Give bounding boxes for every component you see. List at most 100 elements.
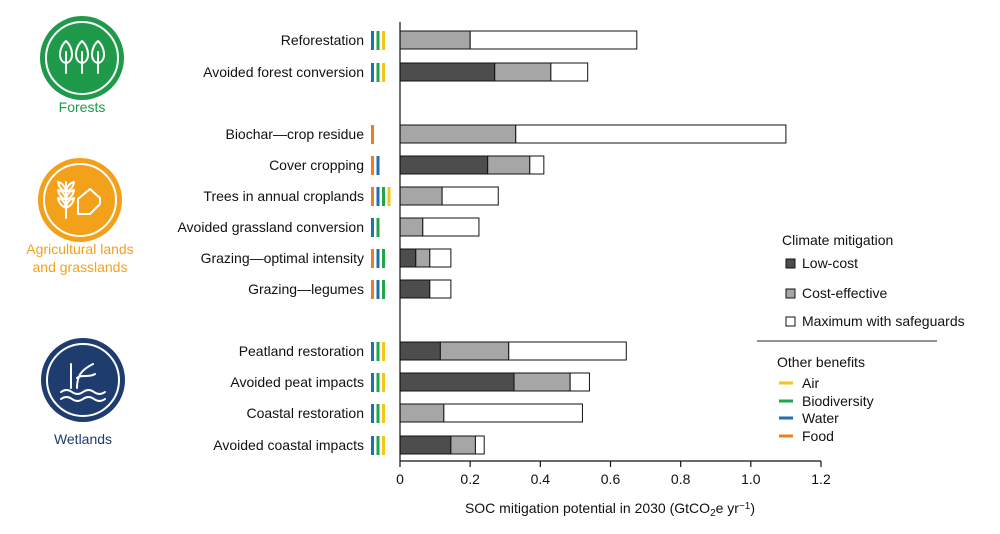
category-label-grazing-legumes: Grazing—legumes (248, 281, 364, 297)
section-wetlands: Wetlands (41, 338, 125, 447)
bar-low-cost-avoided-forest-conversion (399, 62, 496, 82)
legend-swatch-maximum-with-safeguards (785, 316, 796, 327)
category-label-avoided-grassland-conversion: Avoided grassland conversion (177, 219, 364, 235)
benefit-mark-avoided-forest-conversion-water (371, 63, 374, 82)
x-axis-label-part-0: SOC mitigation potential in 2030 (GtCO (465, 500, 710, 516)
benefit-mark-avoided-coastal-impacts-air (382, 436, 385, 455)
bar-cost-effective-biochar-crop-residue (399, 124, 517, 144)
section-label-line-0: Agricultural lands (26, 241, 133, 257)
category-label-coastal-restoration: Coastal restoration (246, 405, 364, 421)
wheat-grain-right-0 (65, 181, 75, 193)
bar-cost-effective-avoided-peat-impacts (513, 372, 571, 392)
benefit-mark-coastal-restoration-air (382, 404, 385, 423)
category-label-avoided-coastal-impacts: Avoided coastal impacts (213, 437, 364, 453)
bar-low-cost-avoided-peat-impacts (399, 372, 515, 392)
legend-label-water: Water (802, 410, 839, 426)
benefit-mark-grazing-optimal-intensity-biodiversity (382, 249, 385, 268)
bar-cost-effective-avoided-coastal-impacts (450, 435, 476, 455)
x-axis-label-part-3: −1 (739, 501, 751, 512)
category-label-avoided-peat-impacts: Avoided peat impacts (230, 374, 364, 390)
x-axis-label-part-4: ) (750, 500, 755, 516)
benefit-mark-cover-cropping-food (371, 156, 374, 175)
field-shape (77, 188, 101, 215)
benefit-mark-avoided-peat-impacts-biodiversity (376, 373, 380, 392)
section-forests: Forests (40, 16, 124, 115)
benefit-mark-grazing-legumes-food (371, 280, 374, 299)
legend-label-biodiversity: Biodiversity (802, 393, 874, 409)
category-label-peatland-restoration: Peatland restoration (239, 343, 364, 359)
wheat-grain-left-0 (57, 181, 67, 193)
bar-cost-effective-cover-cropping (487, 155, 531, 175)
legend-label-cost-effective: Cost-effective (802, 285, 888, 301)
benefit-mark-avoided-coastal-impacts-water (371, 436, 374, 455)
section-badge-ring (43, 163, 117, 237)
benefit-mark-reforestation-biodiversity (376, 31, 380, 50)
benefit-mark-coastal-restoration-water (371, 404, 374, 423)
benefit-mark-reforestation-water (371, 31, 374, 50)
bar-maximum-avoided-peat-impacts (569, 372, 590, 392)
bar-cost-effective-reforestation (399, 30, 471, 50)
section-label-line-0: Forests (59, 99, 106, 115)
bar-low-cost-peatland-restoration (399, 341, 441, 361)
bar-maximum-peatland-restoration (508, 341, 627, 361)
legend-label-food: Food (802, 428, 834, 444)
x-tick-label-0: 0 (396, 471, 404, 487)
benefit-mark-grazing-optimal-intensity-water (376, 249, 380, 268)
bar-low-cost-grazing-optimal-intensity (399, 248, 417, 268)
legend-swatch-cost-effective (785, 288, 796, 299)
bar-cost-effective-grazing-optimal-intensity (415, 248, 431, 268)
benefit-mark-grazing-optimal-intensity-food (371, 249, 374, 268)
x-axis-label: SOC mitigation potential in 2030 (GtCO2e… (465, 500, 755, 519)
benefit-mark-peatland-restoration-air (382, 342, 385, 361)
section-badge-outer (41, 338, 125, 422)
legend-swatch-low-cost (785, 258, 796, 269)
bar-maximum-biochar-crop-residue (515, 124, 787, 144)
wheat-grain-left-1 (57, 189, 67, 201)
wave-1 (60, 396, 106, 402)
section-badge-outer (38, 158, 122, 242)
category-label-cover-cropping: Cover cropping (269, 157, 364, 173)
bar-maximum-avoided-grassland-conversion (422, 217, 480, 237)
bar-cost-effective-coastal-restoration (399, 403, 445, 423)
bar-cost-effective-trees-in-annual-croplands (399, 186, 443, 206)
bar-maximum-grazing-legumes (429, 279, 452, 299)
x-axis-label-part-1: 2 (710, 508, 716, 519)
x-tick-label-1: 0.2 (460, 471, 480, 487)
benefit-mark-avoided-grassland-conversion-biodiversity (376, 218, 380, 237)
bar-cost-effective-avoided-forest-conversion (494, 62, 552, 82)
category-label-reforestation: Reforestation (281, 32, 364, 48)
section-agricultural-lands-and-grasslands: Agricultural lands and grasslands (26, 158, 134, 275)
benefit-mark-coastal-restoration-biodiversity (376, 404, 380, 423)
bar-maximum-trees-in-annual-croplands (441, 186, 499, 206)
benefit-mark-avoided-grassland-conversion-water (371, 218, 374, 237)
benefit-mark-grazing-legumes-water (376, 280, 380, 299)
benefit-mark-cover-cropping-water (376, 156, 380, 175)
section-badge-ring (46, 343, 120, 417)
bar-cost-effective-avoided-grassland-conversion (399, 217, 424, 237)
bar-low-cost-avoided-coastal-impacts (399, 435, 452, 455)
wheat-grain-right-1 (65, 189, 75, 201)
benefit-mark-trees-in-annual-croplands-biodiversity (382, 187, 385, 206)
benefit-mark-avoided-peat-impacts-water (371, 373, 374, 392)
bar-low-cost-grazing-legumes (399, 279, 431, 299)
x-tick-label-4: 0.8 (671, 471, 691, 487)
wave-0 (60, 389, 106, 395)
category-label-avoided-forest-conversion: Avoided forest conversion (203, 64, 364, 80)
x-axis-label-part-2: e yr (716, 500, 740, 516)
reed-shape (70, 363, 96, 389)
x-tick-label-3: 0.6 (601, 471, 621, 487)
legend-label-maximum-with-safeguards: Maximum with safeguards (802, 313, 965, 329)
x-tick-label-5: 1.0 (741, 471, 761, 487)
legend-label-air: Air (802, 375, 819, 391)
section-label-line-0: Wetlands (54, 431, 112, 447)
bar-maximum-grazing-optimal-intensity (429, 248, 452, 268)
benefit-mark-trees-in-annual-croplands-water (376, 187, 380, 206)
benefit-mark-avoided-coastal-impacts-biodiversity (376, 436, 380, 455)
bar-maximum-reforestation (469, 30, 638, 50)
benefit-mark-grazing-legumes-biodiversity (382, 280, 385, 299)
benefit-mark-peatland-restoration-water (371, 342, 374, 361)
category-label-grazing-optimal-intensity: Grazing—optimal intensity (201, 250, 364, 266)
legend-climate-title: Climate mitigation (782, 232, 893, 248)
